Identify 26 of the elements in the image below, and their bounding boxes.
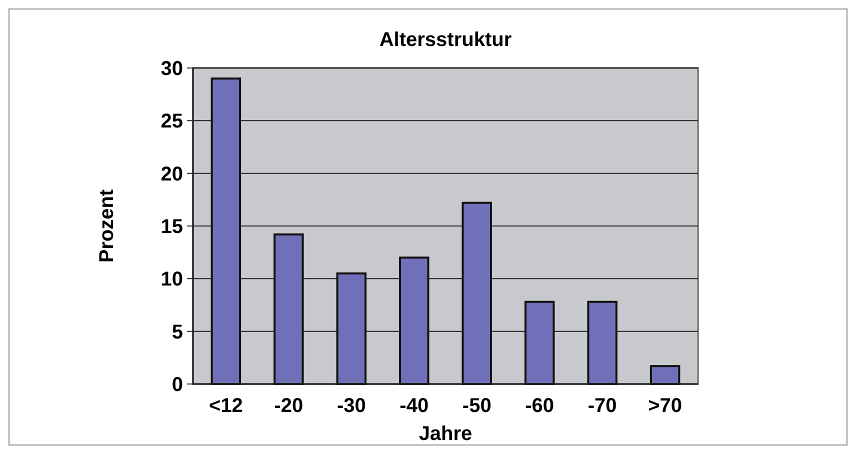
x-tick-label: -20 (274, 395, 304, 417)
x-tick-label: >70 (648, 395, 682, 417)
bar (336, 272, 367, 385)
x-tick-label: -30 (336, 395, 366, 417)
y-tick-label: 15 (160, 216, 183, 238)
x-tick-label: -40 (400, 395, 429, 417)
y-axis-title: Prozent (96, 188, 118, 263)
y-tick-label: 20 (160, 163, 183, 186)
x-tick-label: -50 (462, 395, 492, 417)
x-tick-label: -60 (525, 395, 554, 417)
bar (399, 256, 430, 385)
y-tick-label: 5 (172, 321, 183, 344)
chart-title: Altersstruktur (379, 29, 512, 51)
bar (210, 78, 242, 385)
y-tick-label: 30 (160, 58, 183, 80)
y-tick-label: 10 (160, 268, 183, 291)
x-tick-label: -70 (588, 395, 617, 417)
bar (274, 233, 304, 385)
y-tick-label: 0 (172, 374, 183, 396)
x-axis-title: Jahre (418, 423, 472, 445)
bar (650, 365, 680, 385)
x-tick-label: <12 (208, 395, 243, 417)
bar (587, 300, 618, 385)
bar (462, 202, 492, 385)
y-tick-label: 25 (160, 110, 183, 133)
bar (524, 300, 555, 385)
